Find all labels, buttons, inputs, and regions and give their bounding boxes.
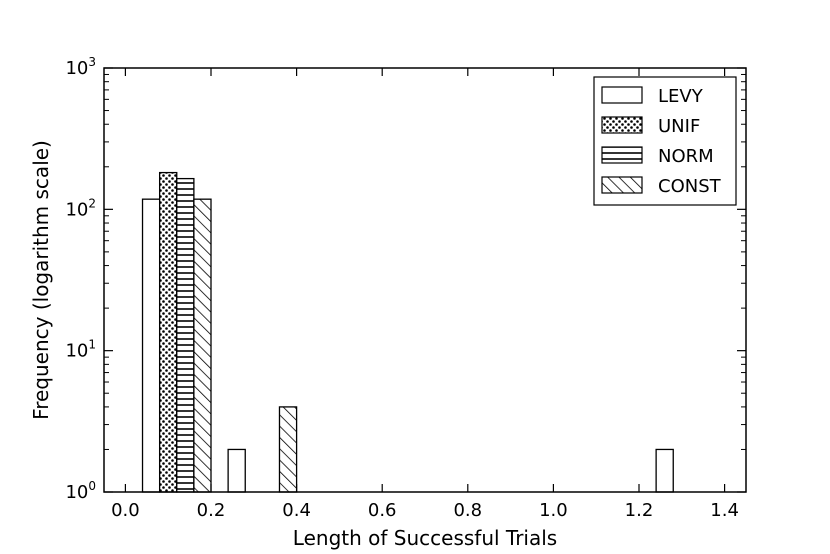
bars-layer [141,171,674,493]
bar-const-1 [278,406,298,493]
x-tick-labels: 0.0 0.2 0.4 0.6 0.8 1.0 1.2 1.4 [111,500,739,521]
bar-levy-2 [655,448,674,493]
x-tick-label: 1.4 [710,500,739,521]
x-tick-label: 0.8 [453,500,482,521]
x-tick-label: 0.2 [197,500,226,521]
legend-swatch-levy [601,86,643,104]
y-axis-label: Frequency (logarithm scale) [29,140,53,420]
legend-swatch-unif [601,116,643,134]
bar-norm-0 [176,177,195,493]
bar-levy-0 [141,198,161,493]
y-tick-labels: 100 101 102 103 [65,55,96,503]
bar-unif-0 [158,171,178,493]
legend-swatch-norm [601,146,643,164]
y-tick-label: 103 [65,55,96,79]
x-tick-label: 0.6 [368,500,397,521]
legend: LEVY UNIF NORM CONST [593,76,737,206]
plot-frame [103,67,747,493]
y-tick-label: 100 [65,479,96,503]
legend-label-norm: NORM [658,146,714,167]
legend-label-const: CONST [658,176,722,197]
x-tick-label: 0.4 [282,500,311,521]
y-tick-label: 101 [65,338,96,362]
bar-levy-1 [227,448,246,493]
legend-label-levy: LEVY [658,86,704,107]
legend-label-unif: UNIF [658,116,700,137]
x-tick-label: 1.0 [539,500,568,521]
x-axis-label: Length of Successful Trials [293,526,557,550]
x-tick-label: 0.0 [111,500,140,521]
legend-swatch-const [601,176,643,194]
bar-const-0 [193,198,212,493]
y-tick-label: 102 [65,196,96,220]
x-tick-label: 1.2 [625,500,654,521]
